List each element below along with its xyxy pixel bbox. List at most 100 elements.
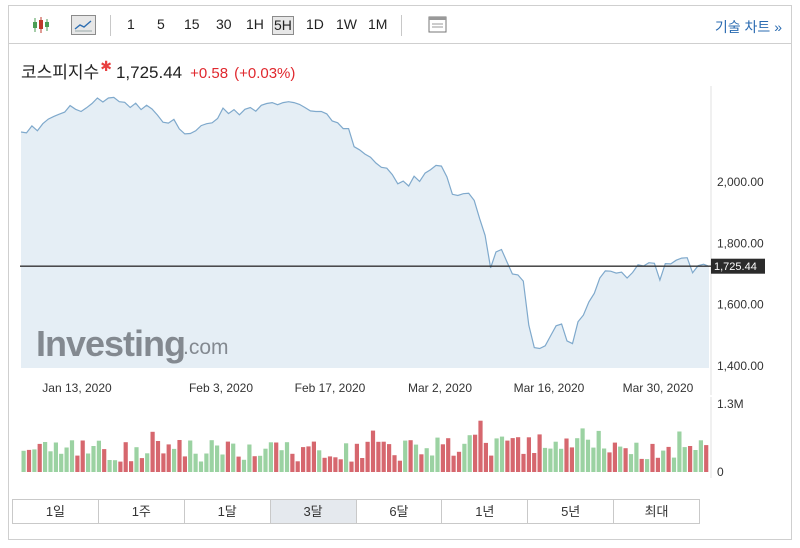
volume-bar	[688, 446, 693, 472]
volume-bar	[456, 451, 462, 472]
volume-bar	[220, 454, 225, 472]
volume-bar	[231, 443, 236, 472]
volume-bar	[661, 450, 666, 472]
timeframe-3m[interactable]: 3달	[270, 500, 357, 523]
interval-1m[interactable]: 1M	[368, 16, 388, 32]
current-price: 1,725.44	[115, 63, 183, 82]
timeframe-max[interactable]: 최대	[644, 504, 669, 519]
x-axis: Jan 13, 2020 Feb 3, 2020 Feb 17, 2020 Mar 2…	[42, 381, 693, 395]
volume-bar	[91, 446, 96, 472]
volume-bar	[290, 453, 295, 472]
volume-bar	[69, 440, 75, 472]
volume-bar	[666, 446, 671, 472]
timeframe-selector: 1일 1주 1달 3달 6달 1년 5년 최대	[12, 499, 700, 524]
timeframe-6m[interactable]: 6달	[357, 500, 443, 523]
line-chart-icon[interactable]	[71, 15, 96, 35]
timeframe-1m[interactable]: 1달	[185, 500, 271, 523]
interval-15[interactable]: 15	[184, 16, 200, 32]
timeframe-1w[interactable]: 1주	[99, 500, 185, 523]
volume-bar	[591, 447, 596, 472]
timeframe-1d[interactable]: 1일	[13, 500, 99, 523]
volume-bar	[634, 442, 639, 472]
volume-bar	[645, 459, 650, 472]
price-line	[20, 96, 710, 350]
volume-bar	[198, 461, 204, 472]
volume-bar	[236, 456, 241, 472]
watermark-brand: Investing	[36, 323, 185, 364]
volume-bar	[548, 448, 553, 472]
volume-bar	[419, 454, 424, 472]
volume-bar	[370, 430, 376, 472]
volume-bar	[338, 459, 343, 472]
volume-bar	[215, 445, 220, 472]
volume-bar	[430, 455, 435, 472]
volume-bar	[166, 444, 171, 472]
volume-bar	[129, 461, 134, 472]
interval-5h[interactable]: 5H	[272, 16, 294, 35]
volume-bar	[505, 440, 510, 472]
volume-bar	[21, 450, 26, 472]
y-axis: 2,000.00 1,800.00 1,600.00 1,400.00	[717, 175, 764, 373]
volume-bar	[489, 455, 494, 472]
volume-bar	[704, 445, 709, 472]
price-area	[21, 97, 709, 369]
x-tick-label: Mar 30, 2020	[623, 381, 694, 395]
volume-bar	[494, 438, 499, 472]
volume-bar	[677, 431, 682, 472]
volume-bar	[43, 442, 48, 472]
volume-bar	[48, 451, 53, 472]
volume-bar	[612, 442, 617, 472]
volume-bar	[75, 455, 80, 472]
index-name: 코스피지수	[21, 63, 100, 82]
volume-bar	[682, 447, 687, 472]
interval-30[interactable]: 30	[216, 16, 232, 32]
volume-axis-max: 1.3M	[717, 397, 744, 411]
volume-bar	[37, 443, 42, 472]
volume-bar	[478, 420, 483, 472]
volume-bar	[499, 436, 505, 472]
watermark-suffix: .com	[183, 336, 229, 359]
volume-bar	[295, 461, 300, 472]
volume-bar	[26, 449, 32, 472]
volume-bar	[344, 443, 349, 472]
volume-bar	[161, 453, 166, 472]
volume-bar	[322, 457, 327, 472]
x-tick-label: Jan 13, 2020	[42, 381, 112, 395]
interval-1h[interactable]: 1H	[246, 16, 264, 32]
chart-toolbar: 1 5 15 30 1H 5H 1D 1W 1M 기술 차트 »	[9, 6, 791, 44]
price-change-percent: (+0.03%)	[234, 65, 296, 82]
volume-bar	[451, 455, 456, 472]
volume-bar	[86, 453, 91, 472]
volume-bars	[21, 420, 709, 472]
toolbar-separator	[110, 15, 111, 36]
volume-bar	[354, 443, 359, 472]
interval-1[interactable]: 1	[127, 16, 135, 32]
volume-bar	[188, 440, 193, 472]
volume-bar	[602, 448, 607, 472]
x-tick-label: Feb 3, 2020	[189, 381, 253, 395]
volume-bar	[596, 430, 601, 472]
interval-1d[interactable]: 1D	[306, 16, 324, 32]
price-change: +0.58	[190, 65, 229, 82]
volume-bar	[381, 441, 386, 472]
volume-bar	[204, 453, 209, 472]
interval-1w[interactable]: 1W	[336, 16, 357, 32]
volume-bar	[467, 435, 472, 472]
x-tick-label: Mar 16, 2020	[514, 381, 585, 395]
volume-bar	[473, 434, 478, 472]
volume-bar	[521, 453, 526, 472]
volume-bar	[585, 439, 591, 472]
timeframe-1y[interactable]: 1년	[442, 500, 529, 523]
window-icon[interactable]	[427, 15, 449, 35]
volume-bar	[628, 454, 634, 472]
timeframe-5y[interactable]: 5년	[528, 500, 615, 523]
volume-bar	[376, 441, 381, 472]
technical-chart-link[interactable]: 기술 차트 »	[714, 19, 782, 35]
y-tick-label: 1,600.00	[717, 298, 764, 312]
volume-bar	[564, 438, 569, 472]
candlestick-icon[interactable]	[30, 15, 52, 35]
volume-bar	[317, 450, 322, 472]
volume-bar	[424, 448, 429, 472]
volume-bar	[623, 448, 628, 472]
interval-5[interactable]: 5	[157, 16, 165, 32]
